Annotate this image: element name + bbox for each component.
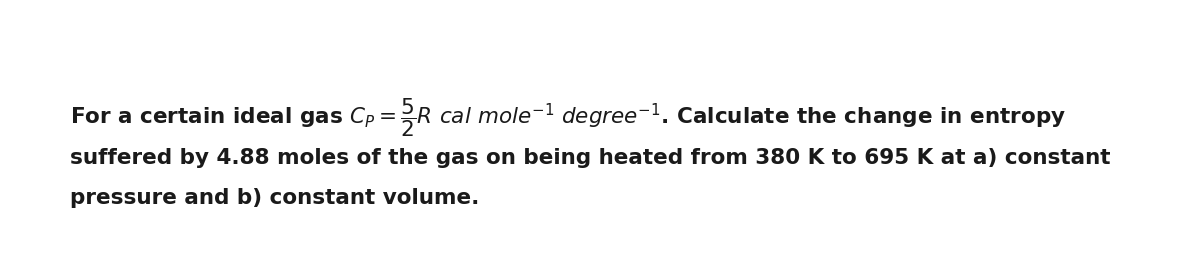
Text: For a certain ideal gas $C_P = \dfrac{5}{2}R$ $\mathit{cal}\ \mathit{mole}^{-1}\: For a certain ideal gas $C_P = \dfrac{5}… xyxy=(70,97,1066,139)
Text: pressure and b) constant volume.: pressure and b) constant volume. xyxy=(70,188,479,208)
Text: suffered by 4.88 moles of the gas on being heated from 380 K to 695 K at a) cons: suffered by 4.88 moles of the gas on bei… xyxy=(70,148,1110,168)
